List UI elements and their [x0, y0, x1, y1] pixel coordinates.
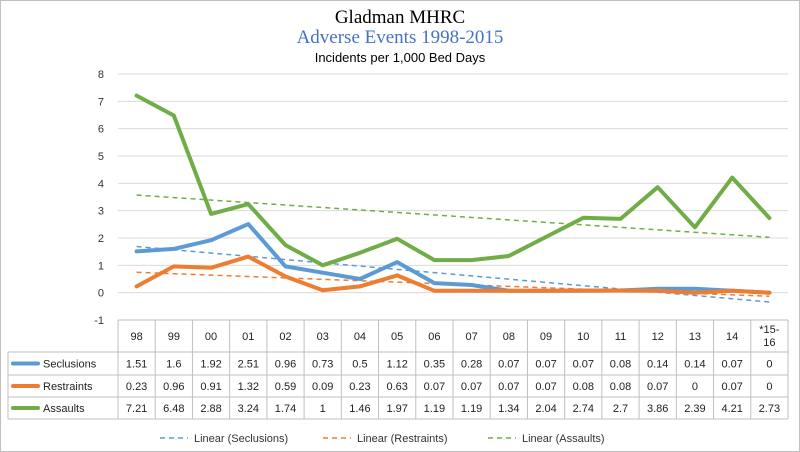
data-label: 0.14: [647, 359, 668, 371]
data-label: 1.32: [238, 381, 259, 393]
data-label: 0.23: [126, 381, 147, 393]
x-tick-label: 13: [689, 331, 701, 343]
data-label: 1.19: [461, 403, 482, 415]
chart-title: Gladman MHRC: [334, 7, 466, 28]
y-tick-label: 8: [98, 69, 104, 81]
x-tick-label: 11: [615, 331, 626, 343]
data-label: 0.09: [312, 381, 333, 393]
x-tick-label: 08: [503, 331, 515, 343]
data-label: 0.07: [721, 359, 742, 371]
data-label: 0.07: [498, 359, 519, 371]
data-label: 7.21: [126, 403, 147, 415]
trendline-assaults: [136, 194, 770, 239]
data-label: 0.07: [535, 381, 556, 393]
data-label: 1.74: [275, 403, 296, 415]
x-tick-label: 98: [130, 331, 142, 343]
y-tick-label: 2: [98, 233, 104, 245]
data-label: 0.96: [163, 381, 184, 393]
data-label: 0.08: [573, 381, 594, 393]
data-label: 4.21: [721, 403, 742, 415]
data-label: 2.7: [613, 403, 628, 415]
data-label: 0.35: [424, 359, 445, 371]
data-label: 0.07: [573, 359, 594, 371]
data-label: 0.28: [461, 359, 482, 371]
data-label: 1.6: [166, 359, 181, 371]
data-label: 1.19: [424, 403, 445, 415]
data-label: 0.91: [200, 381, 221, 393]
data-label: 1: [320, 403, 326, 415]
series-line-seclusions: [134, 222, 772, 295]
x-tick-label: 01: [242, 331, 254, 343]
x-tick-label: 07: [465, 331, 477, 343]
data-label: 2.04: [535, 403, 556, 415]
data-label: 1.34: [498, 403, 519, 415]
y-tick-label: 4: [98, 178, 104, 190]
data-label: 0: [692, 381, 698, 393]
x-tick-label: 06: [428, 331, 440, 343]
data-label: 0: [766, 381, 772, 393]
x-tick-label: 09: [540, 331, 552, 343]
y-tick-label: 5: [98, 151, 104, 163]
row-label-restraints: Restraints: [43, 381, 93, 393]
x-tick-label: 04: [354, 331, 366, 343]
data-label: 0.08: [610, 381, 631, 393]
data-label: 2.51: [238, 359, 259, 371]
chart-subtitle: Adverse Events 1998-2015: [296, 27, 504, 48]
legend-label: Linear (Assaults): [522, 433, 605, 445]
x-tick-label: 12: [652, 331, 664, 343]
data-label: 0.07: [647, 381, 668, 393]
data-label: 0.14: [684, 359, 705, 371]
data-label: 0.07: [498, 381, 519, 393]
row-label-seclusions: Seclusions: [43, 359, 97, 371]
y-tick-label: 6: [98, 124, 104, 136]
x-tick-label: 16: [763, 337, 775, 349]
data-label: 0.07: [424, 381, 445, 393]
data-label: 2.88: [200, 403, 221, 415]
data-label: 1.12: [386, 359, 407, 371]
y-tick-label: 0: [98, 288, 104, 300]
x-tick-label: 02: [279, 331, 291, 343]
data-label: 0.73: [312, 359, 333, 371]
data-label: 0.07: [535, 359, 556, 371]
y-tick-label: -1: [94, 315, 104, 327]
data-label: 0.63: [386, 381, 407, 393]
data-label: 0.96: [275, 359, 296, 371]
x-tick-label: 10: [577, 331, 589, 343]
data-label: 2.74: [573, 403, 594, 415]
data-label: 2.73: [759, 403, 780, 415]
data-label: 0.23: [349, 381, 370, 393]
data-label: 0.08: [610, 359, 631, 371]
data-label: 6.48: [163, 403, 184, 415]
data-label: 0.07: [721, 381, 742, 393]
y-axis-label: Incidents per 1,000 Bed Days: [314, 50, 486, 65]
data-label: 1.92: [200, 359, 221, 371]
data-label: 0: [766, 359, 772, 371]
data-label: 1.46: [349, 403, 370, 415]
x-tick-label: 00: [205, 331, 217, 343]
y-tick-label: 7: [98, 96, 104, 108]
x-tick-label: 14: [726, 331, 738, 343]
x-tick-label: 05: [391, 331, 403, 343]
x-tick-label: 03: [317, 331, 329, 343]
data-label: 3.86: [647, 403, 668, 415]
data-label: 3.24: [238, 403, 259, 415]
x-tick-label: *15-: [759, 324, 780, 336]
legend-label: Linear (Seclusions): [194, 433, 288, 445]
data-label: 1.97: [386, 403, 407, 415]
y-tick-label: 1: [98, 260, 104, 272]
data-label: 0.07: [461, 381, 482, 393]
x-tick-label: 99: [168, 331, 180, 343]
series-line-restraints: [134, 254, 772, 295]
data-label: 0.59: [275, 381, 296, 393]
row-label-assaults: Assaults: [43, 403, 85, 415]
data-label: 0.5: [352, 359, 367, 371]
trendline-seclusions: [136, 245, 770, 303]
legend-label: Linear (Restraints): [357, 433, 447, 445]
y-tick-label: 3: [98, 206, 104, 218]
series-line-assaults: [134, 93, 772, 268]
data-label: 1.51: [126, 359, 147, 371]
data-label: 2.39: [684, 403, 705, 415]
